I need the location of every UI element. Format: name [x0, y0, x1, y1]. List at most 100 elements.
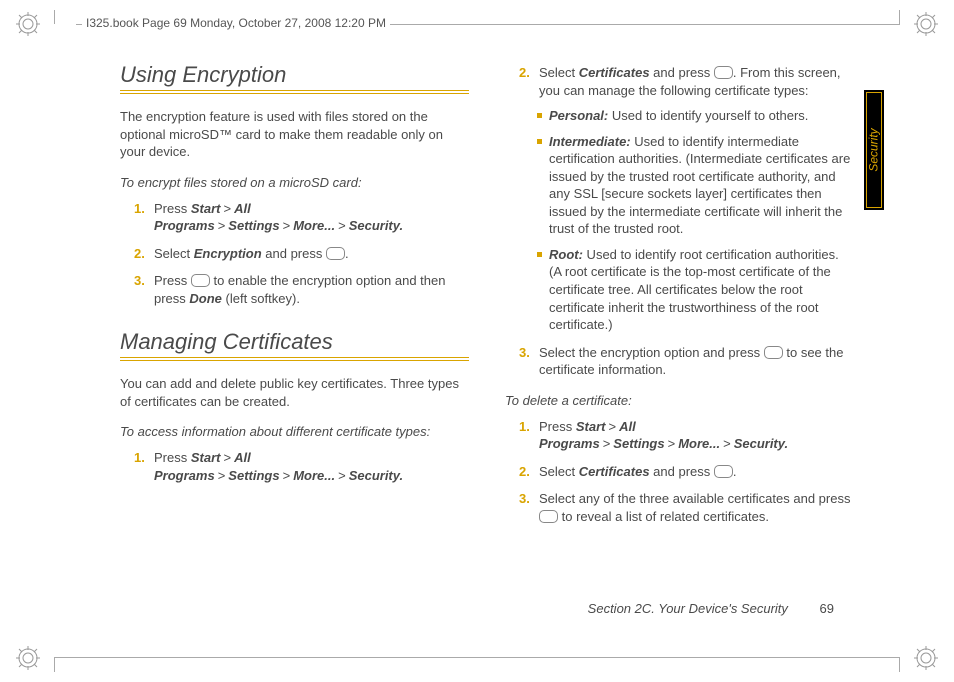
ok-key-icon: [714, 465, 733, 478]
text: Used to identify yourself to others.: [608, 108, 808, 123]
separator: >: [335, 468, 349, 483]
separator: >: [600, 436, 614, 451]
separator: >: [665, 436, 679, 451]
ui-label: Settings: [613, 436, 664, 451]
text: and press: [650, 464, 714, 479]
step-item: 2. Select Certificates and press .: [519, 463, 854, 481]
heading-rule: [120, 357, 469, 361]
body-text: The encryption feature is used with file…: [120, 108, 469, 161]
text: Used to identify root certification auth…: [549, 247, 839, 332]
page-content: Using Encryption The encryption feature …: [120, 54, 854, 622]
ui-label: More...: [678, 436, 720, 451]
step-item: 3. Select any of the three available cer…: [519, 490, 854, 525]
separator: >: [215, 468, 229, 483]
text: (left softkey).: [222, 291, 300, 306]
heading-using-encryption: Using Encryption: [120, 62, 469, 88]
ui-label: Security.: [734, 436, 788, 451]
step-item: 2. Select Certificates and press . From …: [519, 64, 854, 99]
ui-label: Encryption: [194, 246, 262, 261]
bullet-item: Root: Used to identify root certificatio…: [537, 246, 854, 334]
ok-key-icon: [714, 66, 733, 79]
ui-label: Security.: [349, 218, 403, 233]
step-item: 1. Press Start>All Programs>Settings>Mor…: [134, 449, 469, 484]
page-footer: Section 2C. Your Device's Security 69: [588, 601, 834, 616]
step-item: 3. Press to enable the encryption option…: [134, 272, 469, 307]
term: Personal:: [549, 108, 608, 123]
corner-ornament-br-icon: [912, 644, 940, 672]
step-item: 2. Select Encryption and press .: [134, 245, 469, 263]
text: Used to identify intermediate certificat…: [549, 134, 850, 237]
ui-label: More...: [293, 218, 335, 233]
step-item: 1. Press Start>All Programs>Settings>Mor…: [519, 418, 854, 453]
text: .: [345, 246, 349, 261]
steps-list: 2. Select Certificates and press . From …: [519, 64, 854, 99]
section-tab-inner: Security: [866, 92, 882, 208]
separator: >: [220, 450, 234, 465]
crop-line: [54, 657, 456, 658]
section-tab: Security: [864, 90, 884, 210]
ui-label: Start: [191, 450, 221, 465]
corner-ornament-bl-icon: [14, 644, 42, 672]
ui-label: Settings: [228, 468, 279, 483]
ui-label: More...: [293, 468, 335, 483]
text: Press: [154, 273, 191, 288]
ui-label: Done: [189, 291, 222, 306]
crop-line: [54, 658, 55, 672]
crop-line: [899, 10, 900, 24]
crop-line: [456, 24, 900, 25]
ok-key-icon: [539, 510, 558, 523]
footer-page-number: 69: [792, 601, 834, 616]
corner-ornament-tl-icon: [14, 10, 42, 38]
crop-line: [54, 10, 55, 24]
body-text: You can add and delete public key certif…: [120, 375, 469, 410]
step-item: 1. Press Start>All Programs>Settings>Mor…: [134, 200, 469, 235]
text: Select: [539, 464, 579, 479]
heading-rule: [120, 90, 469, 94]
step-item: 3. Select the encryption option and pres…: [519, 344, 854, 379]
corner-ornament-tr-icon: [912, 10, 940, 38]
bullet-item: Intermediate: Used to identify intermedi…: [537, 133, 854, 238]
ui-label: Settings: [228, 218, 279, 233]
ok-key-icon: [191, 274, 210, 287]
steps-list: 1. Press Start>All Programs>Settings>Mor…: [519, 418, 854, 526]
text: Press: [154, 450, 191, 465]
bullet-item: Personal: Used to identify yourself to o…: [537, 107, 854, 125]
separator: >: [720, 436, 734, 451]
separator: >: [280, 218, 294, 233]
lead-text: To encrypt files stored on a microSD car…: [120, 175, 469, 190]
heading-managing-certificates: Managing Certificates: [120, 329, 469, 355]
separator: >: [335, 218, 349, 233]
term: Root:: [549, 247, 583, 262]
ui-label: Certificates: [579, 65, 650, 80]
crop-line: [456, 657, 900, 658]
text: .: [733, 464, 737, 479]
ui-label: Start: [576, 419, 606, 434]
bullet-list: Personal: Used to identify yourself to o…: [537, 107, 854, 334]
footer-section: Section 2C. Your Device's Security: [588, 601, 788, 616]
text: Select: [154, 246, 194, 261]
term: Intermediate:: [549, 134, 631, 149]
ui-label: Certificates: [579, 464, 650, 479]
steps-list: 1. Press Start>All Programs>Settings>Mor…: [134, 200, 469, 308]
lead-text: To delete a certificate:: [505, 393, 854, 408]
text: to reveal a list of related certificates…: [558, 509, 769, 524]
separator: >: [605, 419, 619, 434]
text: and press: [650, 65, 714, 80]
text: Select any of the three available certif…: [539, 491, 850, 506]
section-tab-label: Security: [867, 128, 881, 171]
separator: >: [280, 468, 294, 483]
column-right: 2. Select Certificates and press . From …: [505, 54, 854, 622]
text: Press: [154, 201, 191, 216]
ok-key-icon: [764, 346, 783, 359]
crop-line: [899, 658, 900, 672]
separator: >: [220, 201, 234, 216]
page-header: I325.book Page 69 Monday, October 27, 20…: [82, 16, 390, 30]
steps-list: 1. Press Start>All Programs>Settings>Mor…: [134, 449, 469, 484]
ui-label: Security.: [349, 468, 403, 483]
column-left: Using Encryption The encryption feature …: [120, 54, 469, 622]
ok-key-icon: [326, 247, 345, 260]
text: and press: [262, 246, 326, 261]
steps-list: 3. Select the encryption option and pres…: [519, 344, 854, 379]
text: Select: [539, 65, 579, 80]
text: Select the encryption option and press: [539, 345, 764, 360]
